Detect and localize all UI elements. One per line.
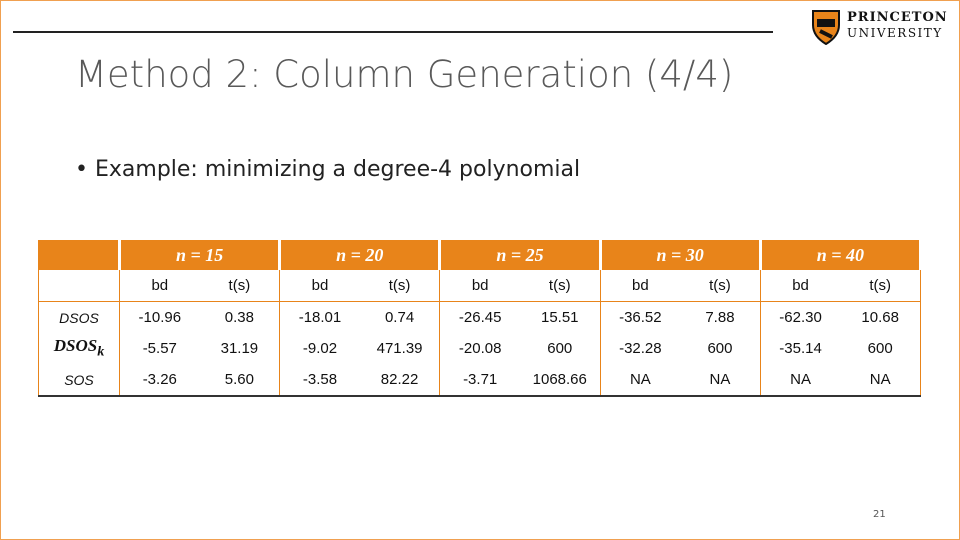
data-row: SOS -3.26 5.60 -3.58 82.22 -3.71 1068.66 NA NA NA…	[38, 364, 921, 397]
bullet: • Example: minimizing a degree-4 polynom…	[75, 157, 581, 182]
subheader: t(s)	[680, 270, 761, 302]
cell: 1068.66	[519, 364, 601, 397]
group-header: n = 25	[438, 240, 602, 270]
data-row: DSOSk -5.57 31.19 -9.02 471.39 -20.08 600 -32.2…	[39, 333, 921, 364]
subheader: t(s)	[840, 270, 921, 302]
subheader: bd	[439, 270, 520, 302]
subheader-row: bd t(s) bd t(s) bd t(s) bd t(s) bd t(s)	[38, 270, 921, 302]
cell: -35.14	[759, 333, 841, 364]
cell: -26.45	[439, 301, 520, 333]
subheader: t(s)	[519, 270, 601, 302]
row-label-subscript: k	[97, 343, 105, 360]
results-table: n = 15 n = 20 n = 25 n = 30 n = 40 bd t(s) bd t(…	[38, 240, 923, 397]
cell: NA	[599, 364, 681, 397]
cell: -10.96	[118, 301, 200, 333]
data-row: DSOS -10.96 0.38 -18.01 0.74 -26.45 15.51 -36.5…	[39, 301, 921, 334]
cell: 7.88	[705, 309, 735, 326]
cell: 82.22	[359, 364, 440, 397]
cell: -3.58	[279, 364, 360, 397]
cell: -3.26	[118, 364, 200, 397]
group-header: n = 15	[117, 240, 282, 270]
cell: 0.38	[224, 309, 254, 326]
bullet-text: Example: minimizing a degree-4 polynomia…	[94, 157, 581, 182]
cell: 31.19	[220, 340, 259, 357]
subheader: bd	[118, 270, 200, 302]
logo: PRINCETON UNIVERSITY	[811, 7, 951, 47]
row-label: DSOS	[39, 302, 120, 334]
cell: -18.01	[279, 301, 360, 333]
cell: -3.71	[439, 364, 520, 397]
row-label-text: DSOS	[53, 336, 98, 356]
group-header: n = 30	[598, 240, 762, 270]
group-header: n = 40	[758, 240, 923, 270]
cell: 600	[707, 340, 733, 357]
subheader: bd	[599, 270, 681, 302]
row-label: DSOSk	[39, 333, 120, 364]
cell: NA	[680, 364, 761, 397]
cell: 5.60	[199, 364, 280, 397]
subheader: bd	[759, 270, 841, 302]
logo-line2: UNIVERSITY	[847, 26, 943, 40]
corner-cell	[38, 240, 121, 270]
page-number: 21	[873, 509, 886, 520]
subheader: t(s)	[359, 270, 440, 302]
cell: 0.74	[384, 309, 415, 326]
subheader: t(s)	[199, 270, 280, 302]
row-label-text: DSOS	[59, 309, 99, 326]
cell: NA	[759, 364, 841, 397]
cell: 10.68	[861, 309, 899, 326]
row-label-text: SOS	[64, 371, 94, 388]
cell: -36.52	[599, 301, 681, 333]
group-header-row: n = 15 n = 20 n = 25 n = 30 n = 40	[38, 240, 923, 270]
subheader: bd	[279, 270, 360, 302]
logo-line1: PRINCETON	[847, 10, 948, 25]
cell: NA	[840, 364, 921, 397]
cell: 600	[867, 340, 893, 357]
corner-cell	[38, 270, 120, 302]
row-label: SOS	[38, 364, 120, 397]
top-rule	[13, 31, 773, 33]
cell: -20.08	[439, 333, 520, 364]
cell: -32.28	[599, 333, 681, 364]
cell: 15.51	[540, 309, 579, 326]
cell: -9.02	[279, 333, 360, 364]
cell: 600	[547, 340, 573, 357]
group-header: n = 20	[278, 240, 442, 270]
shield	[812, 10, 840, 46]
cell: -5.57	[118, 333, 200, 364]
cell: -62.30	[759, 301, 841, 333]
slide-title: Method 2: Column Generation (4/4)	[75, 53, 734, 96]
cell: 471.39	[376, 340, 423, 357]
